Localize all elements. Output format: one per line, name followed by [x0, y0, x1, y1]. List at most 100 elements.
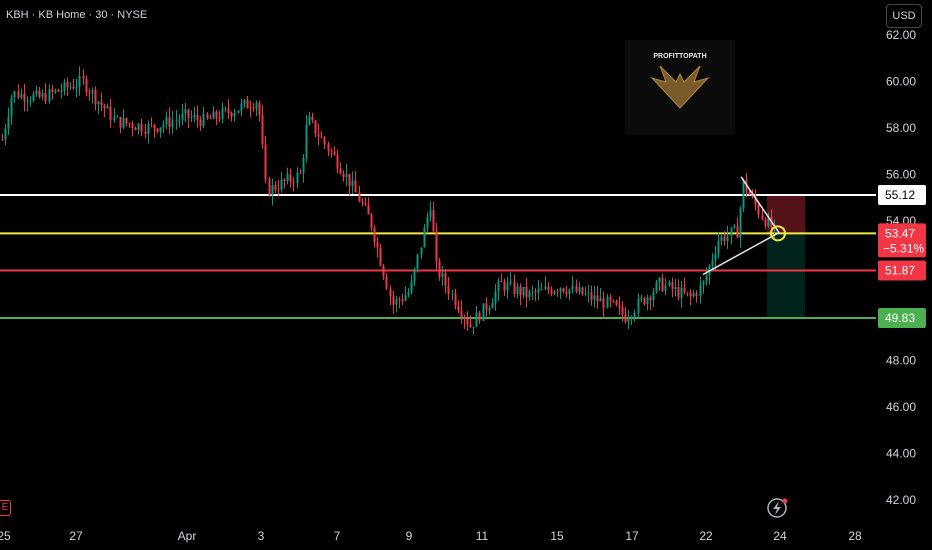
candle-body: [327, 144, 330, 151]
candle-body: [441, 273, 444, 277]
candle-body: [509, 281, 512, 284]
candle-body: [91, 90, 94, 94]
candle-body: [348, 173, 351, 187]
candle-body: [655, 282, 658, 293]
candle-body: [32, 94, 35, 101]
candle-body: [692, 293, 695, 297]
x-tick-label: 28: [848, 529, 862, 543]
candle-body: [72, 86, 75, 89]
candle-body: [280, 179, 283, 190]
candle-body: [761, 214, 764, 220]
candle-body: [20, 93, 23, 98]
candle-body: [444, 273, 447, 286]
candle-body: [144, 131, 147, 134]
candle-body: [10, 97, 13, 117]
candle-body: [686, 292, 689, 294]
candle-body: [125, 117, 128, 124]
currency-button[interactable]: USD: [886, 4, 922, 28]
candle-body: [699, 284, 702, 296]
candle-body: [333, 151, 336, 155]
candle-body: [100, 101, 103, 106]
candle-body: [537, 288, 540, 293]
candle-body: [711, 260, 714, 266]
candle-body: [78, 75, 81, 87]
candle-body: [633, 312, 636, 318]
candle-body: [4, 128, 7, 140]
candle-body: [373, 227, 376, 243]
candle-body: [178, 119, 181, 121]
candle-body: [376, 242, 379, 248]
candle-body: [454, 293, 457, 306]
candle-body: [351, 180, 354, 187]
y-tick-label: 44.00: [886, 447, 916, 461]
candle-body: [258, 102, 261, 115]
candle-body: [209, 117, 212, 119]
candle-body: [497, 280, 500, 292]
candle-body: [181, 113, 184, 120]
candle-body: [451, 293, 454, 295]
upper-trendline: [740, 176, 780, 234]
candle-body: [119, 116, 122, 128]
candle-body: [742, 179, 745, 209]
candle-body: [38, 90, 41, 97]
candle-body: [311, 116, 314, 121]
candle-body: [559, 288, 562, 292]
candle-body: [556, 291, 559, 293]
candle-body: [60, 90, 63, 92]
candle-body: [345, 173, 348, 178]
candle-body: [751, 194, 754, 197]
candle-body: [695, 293, 698, 296]
profittopath-logo: PROFITTOPATH: [625, 40, 735, 135]
candle-body: [215, 111, 218, 119]
candle-body: [289, 174, 292, 182]
candle-body: [413, 268, 416, 282]
candle-body: [513, 281, 516, 294]
candle-body: [44, 93, 47, 102]
candle-body: [516, 286, 519, 294]
candle-body: [113, 117, 116, 121]
candle-body: [404, 295, 407, 301]
candle-body: [48, 89, 51, 102]
candle-body: [358, 192, 361, 202]
candle-body: [469, 324, 472, 327]
y-tick-label: 48.00: [886, 354, 916, 368]
x-tick-label: 7: [334, 529, 341, 543]
candle-body: [122, 117, 125, 128]
candle-body: [730, 227, 733, 236]
candle-body: [264, 144, 267, 179]
candle-body: [429, 210, 432, 218]
candle-body: [156, 128, 159, 132]
candle-body: [689, 292, 692, 297]
candle-body: [606, 296, 609, 308]
candle-body: [643, 298, 646, 305]
lower-trendline: [702, 231, 780, 276]
candle-body: [103, 105, 106, 109]
candle-body: [599, 298, 602, 302]
candle-body: [302, 157, 305, 174]
price-label-value: 53.47: [885, 226, 915, 240]
candle-body: [237, 110, 240, 113]
price-label-box: [878, 223, 926, 258]
candle-body: [581, 287, 584, 295]
candle-body: [255, 102, 258, 109]
candle-body: [88, 92, 91, 94]
candle-body: [233, 112, 236, 117]
candle-body: [134, 128, 137, 131]
candle-body: [618, 305, 621, 307]
e-icon[interactable]: E: [0, 500, 11, 516]
candle-body: [13, 91, 16, 98]
candle-body: [66, 82, 69, 88]
x-tick-label: 24: [773, 529, 787, 543]
candle-body: [680, 287, 683, 298]
candle-body: [389, 288, 392, 297]
candle-body: [261, 114, 264, 145]
candle-body: [575, 285, 578, 292]
candle-body: [317, 133, 320, 137]
candle-body: [491, 303, 494, 309]
logo-text: PROFITTOPATH: [653, 53, 706, 60]
candle-body: [299, 172, 302, 174]
candle-body: [128, 123, 131, 125]
candle-body: [615, 300, 618, 306]
candle-body: [674, 286, 677, 290]
